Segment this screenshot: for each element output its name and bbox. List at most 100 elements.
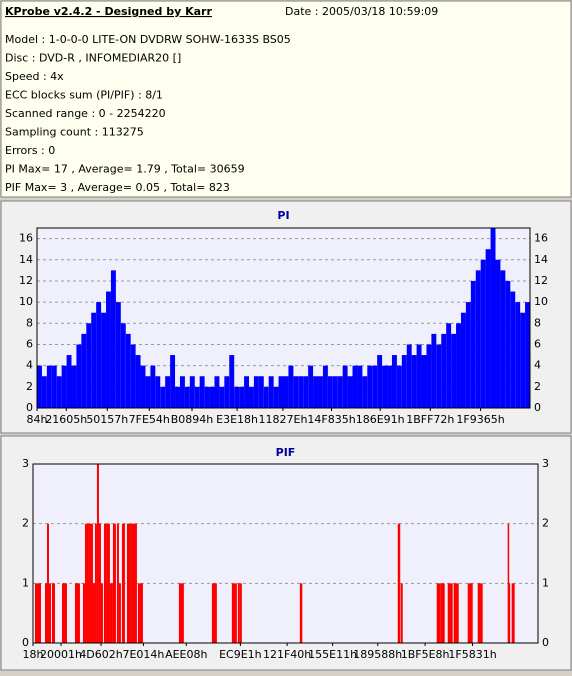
bar (322, 365, 328, 408)
bar (273, 386, 279, 408)
bar (214, 376, 220, 408)
bar (400, 583, 403, 643)
bar (495, 259, 501, 408)
bar (362, 376, 368, 408)
bar (46, 365, 52, 408)
bar (465, 302, 471, 408)
x-tick-label: 21605h (45, 413, 87, 426)
bar (184, 386, 190, 408)
bar (398, 523, 401, 643)
bar (140, 365, 146, 408)
y-tick-label: 2 (26, 380, 33, 393)
bar (406, 344, 412, 408)
bar (81, 333, 87, 408)
bar (71, 365, 77, 408)
x-tick-label: 84h (27, 413, 48, 426)
bar (160, 386, 166, 408)
bar (115, 302, 121, 408)
y2-tick-label: 0 (542, 636, 549, 649)
y-tick-label: 14 (19, 253, 33, 266)
bar (121, 523, 125, 643)
bar (397, 523, 400, 643)
bar (178, 583, 184, 643)
bar (436, 344, 442, 408)
bar (106, 291, 111, 408)
bar (74, 583, 80, 643)
chart-title: PIF (276, 446, 296, 459)
y-tick-label: 2 (22, 517, 29, 530)
y-tick-label: 4 (26, 359, 33, 372)
bar (268, 376, 274, 408)
info-line: Scanned range : 0 - 2254220 (5, 107, 166, 120)
bar (490, 228, 496, 408)
bar (391, 355, 397, 408)
plot-frame (36, 227, 531, 409)
bar (367, 365, 373, 408)
bar (401, 355, 407, 408)
bar (431, 333, 437, 408)
x-tick-label: 7E014h (122, 648, 164, 661)
bar (248, 386, 254, 408)
x-tick-label: B0894h (171, 413, 214, 426)
bar (118, 583, 121, 643)
bar (51, 365, 57, 408)
bar (480, 259, 486, 408)
plot-frame (32, 463, 539, 644)
chart-title: PI (277, 209, 289, 222)
x-tick-label: 4D602h (79, 648, 122, 661)
bar (116, 523, 119, 643)
bar (179, 376, 185, 408)
y-tick-label: 6 (26, 337, 33, 350)
bar (278, 376, 284, 408)
bar (511, 583, 515, 643)
bar (239, 386, 245, 408)
bar (327, 376, 333, 408)
bar (313, 376, 319, 408)
bar (126, 523, 132, 643)
y2-tick-label: 14 (534, 253, 548, 266)
bar (372, 365, 378, 408)
bar (37, 583, 41, 643)
bar (84, 523, 87, 643)
bar (41, 376, 47, 408)
bar (244, 376, 249, 408)
scan-date: Date : 2005/03/18 10:59:09 (285, 5, 438, 18)
x-tick-label: 121F40h (263, 648, 311, 661)
y2-tick-label: 10 (534, 295, 548, 308)
bar (451, 333, 457, 408)
bar (467, 583, 473, 643)
bar (120, 323, 126, 408)
y-tick-label: 0 (22, 636, 29, 649)
y2-tick-label: 2 (542, 517, 549, 530)
bar (342, 365, 348, 408)
bar (86, 523, 89, 643)
y-tick-label: 10 (19, 295, 33, 308)
bar (48, 583, 51, 643)
info-lines: Model : 1-0-0-0 LITE-ON DVDRW SOHW-1633S… (5, 33, 291, 194)
bar (155, 376, 161, 408)
bar (92, 583, 95, 643)
bar (377, 355, 383, 408)
bar (515, 302, 521, 408)
bar (94, 523, 97, 643)
bar (507, 523, 510, 643)
bar (229, 355, 235, 408)
info-line: Speed : 4x (5, 70, 64, 83)
bar (219, 386, 225, 408)
bar (37, 365, 42, 408)
bar (224, 376, 230, 408)
bar (145, 376, 151, 408)
bar (175, 386, 180, 408)
bar (86, 323, 92, 408)
x-tick-label: 1F9365h (456, 413, 504, 426)
info-line: PIF Max= 3 , Average= 0.05 , Total= 823 (5, 181, 230, 194)
bar (204, 386, 210, 408)
bar (91, 312, 97, 408)
bar (416, 344, 422, 408)
x-tick-label: 14F835h (307, 413, 355, 426)
bar (61, 365, 67, 408)
bar (46, 523, 49, 643)
y2-tick-label: 4 (534, 359, 541, 372)
